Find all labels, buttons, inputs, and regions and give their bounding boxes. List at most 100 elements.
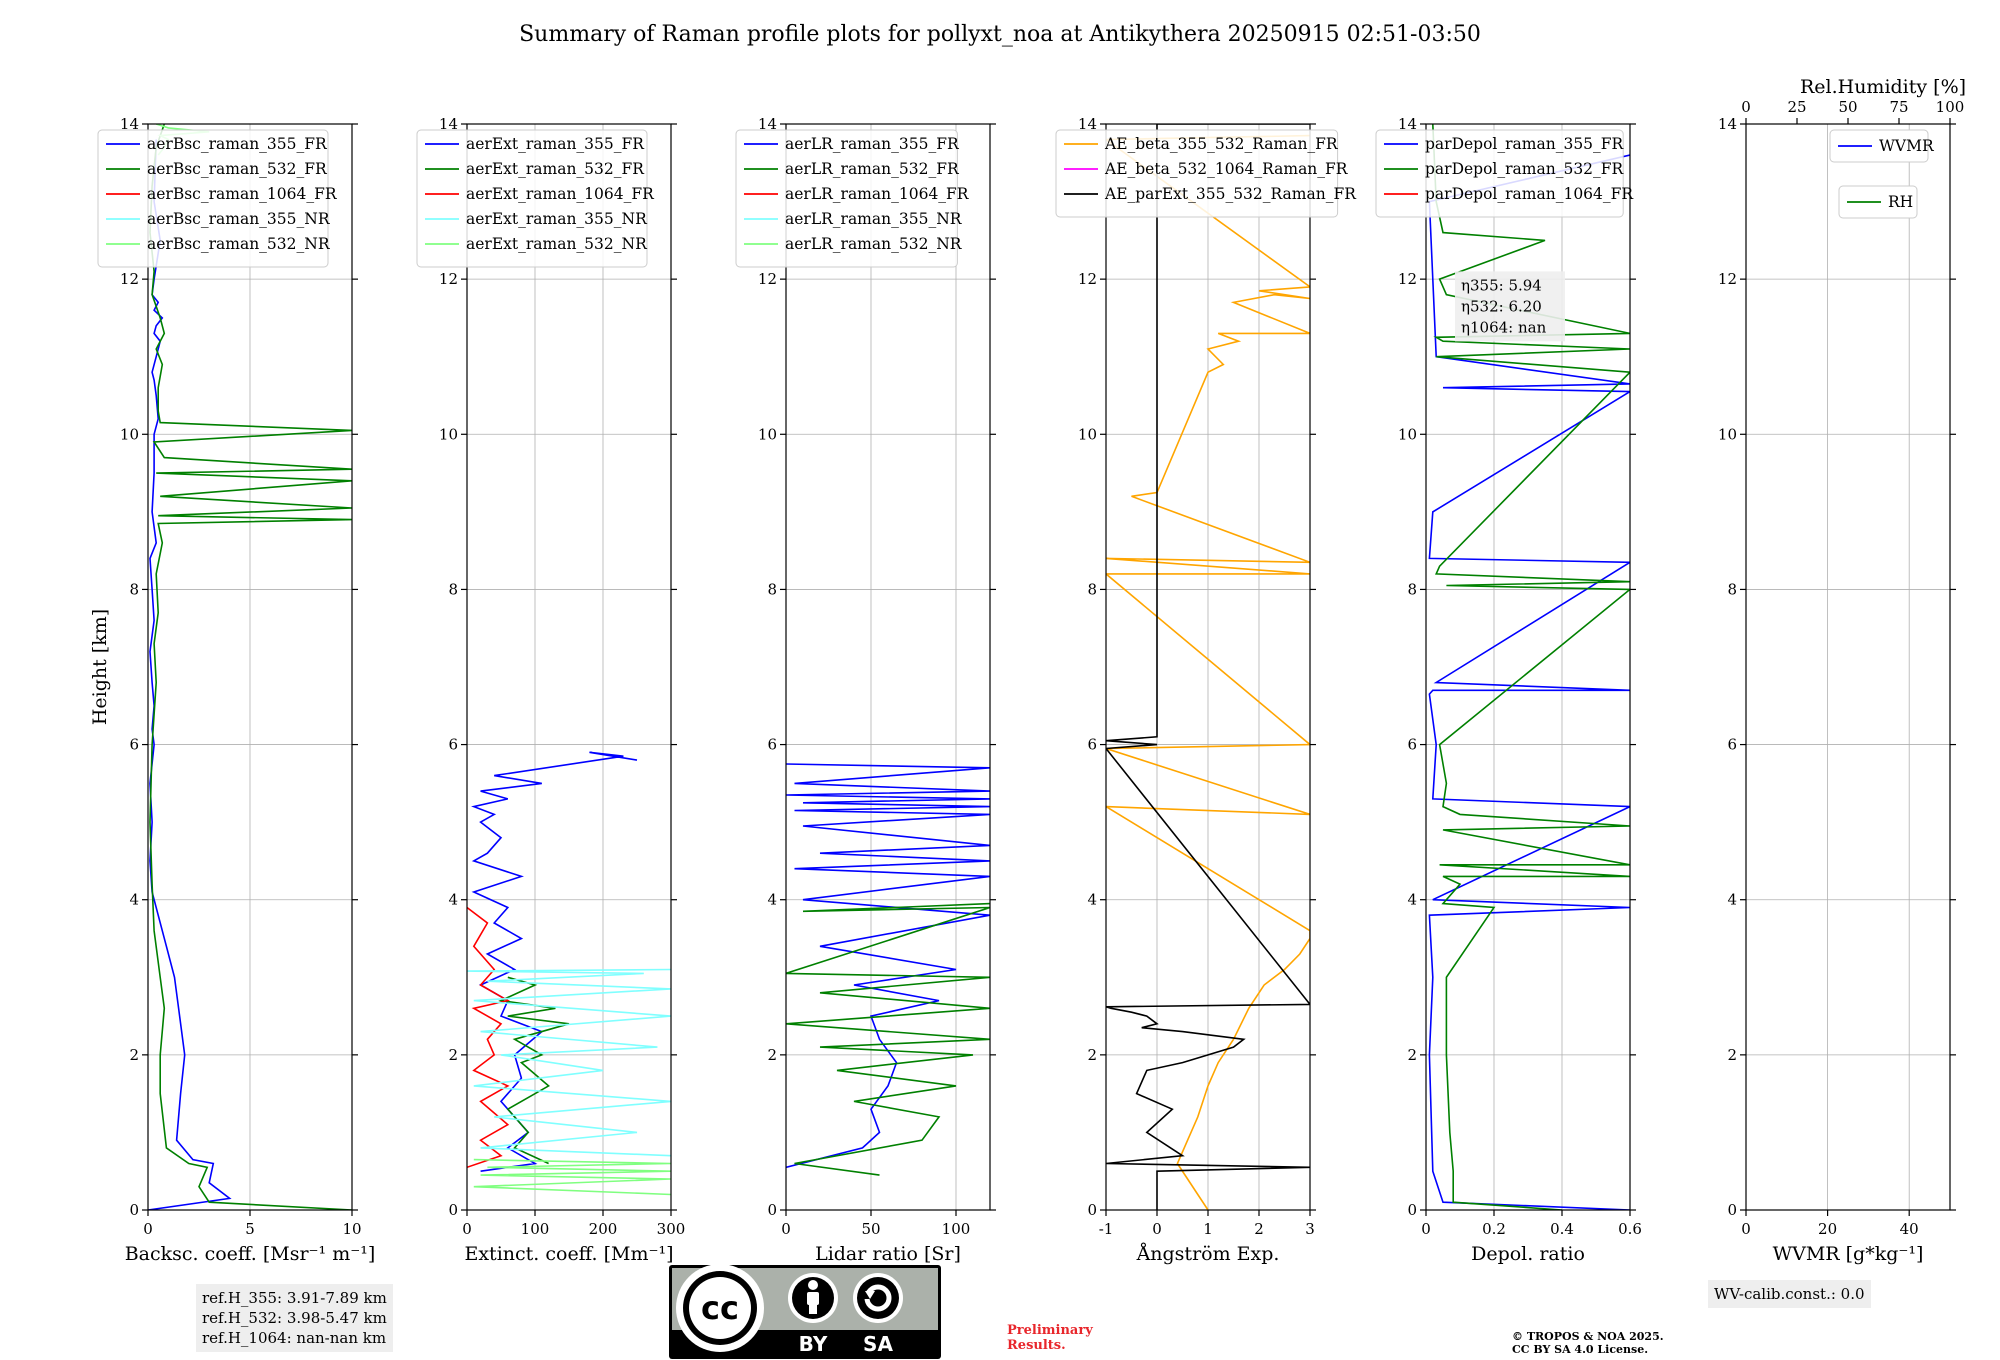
- legend-label: AE_parExt_355_532_Raman_FR: [1104, 185, 1357, 203]
- series-line-aerExt_raman_355_FR: [471, 751, 638, 1172]
- legend-label: aerLR_raman_1064_FR: [785, 185, 970, 203]
- y-tick-label: 0: [448, 1201, 458, 1219]
- series-line-aerBsc_raman_532_FR: [149, 124, 352, 1210]
- legend-label: aerBsc_raman_1064_FR: [147, 185, 338, 203]
- legend-label: aerLR_raman_355_FR: [785, 135, 960, 153]
- y-tick-label: 14: [120, 115, 139, 133]
- series-line-aerExt_raman_1064_FR: [467, 906, 510, 1169]
- panel-bsc: 0 5 10 0 2 4 6 8 10 12 14 Backsc. coeff. [Msr⁻¹ m⁻¹…: [89, 115, 375, 1265]
- top-x-tick-label: 25: [1787, 98, 1806, 116]
- series-line-aerExt_raman_532_NR: [473, 1158, 671, 1196]
- y-axis-label: Height [km]: [89, 609, 111, 725]
- x-tick-label: 0.6: [1618, 1220, 1642, 1238]
- legend-box: [735, 129, 958, 268]
- legend-label: AE_beta_355_532_Raman_FR: [1104, 135, 1339, 153]
- y-tick-label: 10: [439, 425, 458, 443]
- preliminary-line-2: Results.: [1007, 1338, 1066, 1353]
- legend: AE_beta_355_532_Raman_FR AE_beta_532_1064…: [1055, 129, 1357, 218]
- series-line-aerLR_raman_355_FR: [786, 763, 990, 1169]
- x-axis-label: WVMR [g*kg⁻¹]: [1773, 1243, 1924, 1265]
- x-axis-label: Lidar ratio [Sr]: [815, 1243, 961, 1265]
- ref-height-532: ref.H_532: 3.98-5.47 km: [202, 1309, 387, 1327]
- preliminary-line-1: Preliminary: [1007, 1323, 1093, 1338]
- y-tick-label: 14: [439, 115, 458, 133]
- legend-label: aerExt_raman_355_NR: [466, 210, 648, 228]
- y-tick-label: 10: [1718, 425, 1737, 443]
- eta-annotation-box: [1455, 271, 1565, 342]
- preliminary-note: Preliminary Results.: [1007, 1323, 1093, 1353]
- eta-annotation-text: η1064: nan: [1461, 318, 1547, 336]
- legend-label: aerBsc_raman_532_NR: [147, 235, 331, 253]
- legend-label: parDepol_raman_1064_FR: [1425, 185, 1634, 203]
- x-tick-label: 50: [861, 1220, 880, 1238]
- eta-annotation-text: η532: 6.20: [1461, 297, 1542, 315]
- ref-height-355: ref.H_355: 3.91-7.89 km: [202, 1289, 387, 1307]
- y-tick-label: 2: [1727, 1046, 1737, 1064]
- x-tick-label: 40: [1900, 1220, 1919, 1238]
- top-x-tick-label: 50: [1838, 98, 1857, 116]
- by-label: BY: [799, 1332, 828, 1356]
- y-tick-label: 0: [129, 1201, 139, 1219]
- x-tick-label: -1: [1099, 1220, 1114, 1238]
- panel-depol: 0 0.2 0.4 0.6 0 2 4 6 8 10 12 14 Depol. ratio parDepo…: [1375, 115, 1642, 1265]
- y-tick-label: 14: [1398, 115, 1417, 133]
- panel-ext: 0 100 200 300 0 2 4 6 8 10 12 14 Extinct. coeff. [Mm…: [416, 115, 685, 1265]
- legend: aerLR_raman_355_FR aerLR_raman_532_FR aerL…: [735, 129, 970, 268]
- wv-calib-text: WV-calib.const.: 0.0: [1714, 1285, 1865, 1303]
- y-tick-label: 6: [1407, 736, 1417, 754]
- x-tick-label: 0: [781, 1220, 791, 1238]
- legend-label: AE_beta_532_1064_Raman_FR: [1104, 160, 1349, 178]
- legend-label: aerBsc_raman_355_NR: [147, 210, 331, 228]
- y-tick-label: 6: [767, 736, 777, 754]
- series-line-aerExt_raman_355_NR: [467, 968, 671, 1157]
- legend-label: aerBsc_raman_532_FR: [147, 160, 328, 178]
- legend-box: [1375, 129, 1624, 218]
- x-tick-label: 0.2: [1482, 1220, 1506, 1238]
- legend-label: aerExt_raman_1064_FR: [466, 185, 655, 203]
- y-tick-label: 12: [1078, 270, 1097, 288]
- cc-logo-text: cc: [701, 1289, 739, 1327]
- series-line-parDepol_raman_355_FR: [1428, 154, 1630, 1210]
- ref-height-info: ref.H_355: 3.91-7.89 km ref.H_532: 3.98-…: [196, 1284, 393, 1352]
- y-tick-label: 4: [1087, 891, 1097, 909]
- y-tick-label: 2: [767, 1046, 777, 1064]
- y-tick-label: 12: [1398, 270, 1417, 288]
- y-tick-label: 6: [129, 736, 139, 754]
- x-tick-label: 100: [521, 1220, 550, 1238]
- y-tick-label: 12: [439, 270, 458, 288]
- y-tick-label: 0: [1407, 1201, 1417, 1219]
- wv-calib-info: WV-calib.const.: 0.0: [1708, 1280, 1871, 1308]
- legend-box: [1829, 129, 1929, 163]
- x-tick-label: 20: [1818, 1220, 1837, 1238]
- x-tick-label: 1: [1203, 1220, 1213, 1238]
- y-tick-label: 2: [1407, 1046, 1417, 1064]
- y-tick-label: 10: [758, 425, 777, 443]
- y-tick-label: 8: [767, 580, 777, 598]
- x-tick-label: 0: [1741, 1220, 1751, 1238]
- y-tick-label: 4: [129, 891, 139, 909]
- x-axis-label: Ångström Exp.: [1136, 1243, 1280, 1265]
- axes-frame: [466, 123, 672, 1211]
- legend-box: [97, 129, 329, 268]
- y-tick-label: 6: [1087, 736, 1097, 754]
- copyright-line-2: CC BY SA 4.0 License.: [1512, 1343, 1649, 1356]
- y-tick-label: 8: [1087, 580, 1097, 598]
- y-tick-label: 4: [1727, 891, 1737, 909]
- legend-box: [416, 129, 648, 268]
- legend-label: aerLR_raman_532_NR: [785, 235, 963, 253]
- legend: aerBsc_raman_355_FR aerBsc_raman_532_FRae…: [97, 129, 338, 268]
- legend-label: aerExt_raman_532_NR: [466, 235, 648, 253]
- series-line-parDepol_raman_532_FR: [1432, 124, 1630, 1210]
- y-tick-label: 4: [767, 891, 777, 909]
- x-tick-label: 3: [1305, 1220, 1315, 1238]
- series-line-aerExt_raman_532_FR: [498, 976, 570, 1165]
- x-tick-label: 5: [245, 1220, 255, 1238]
- x-tick-label: 2: [1254, 1220, 1264, 1238]
- legend-box: [1055, 129, 1339, 218]
- legend-label: aerLR_raman_532_FR: [785, 160, 960, 178]
- page-title: Summary of Raman profile plots for polly…: [519, 22, 1481, 47]
- y-tick-label: 4: [1407, 891, 1417, 909]
- legend-label: aerLR_raman_355_NR: [785, 210, 963, 228]
